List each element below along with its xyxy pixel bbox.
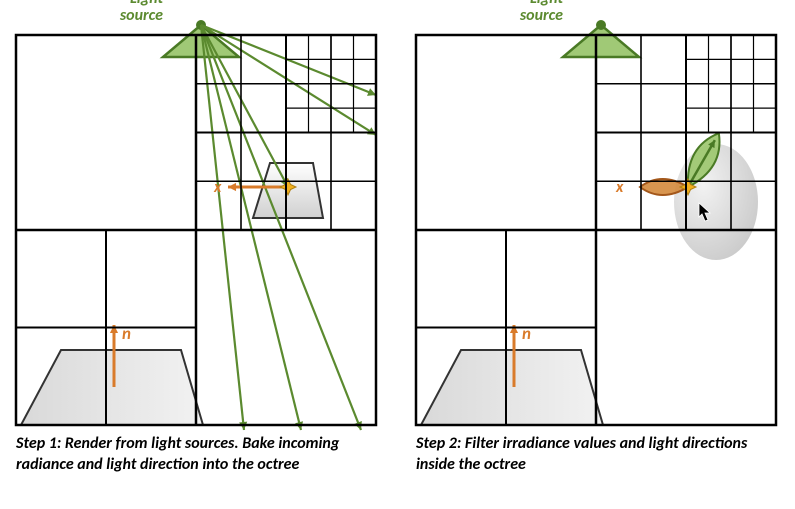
diagram-svg: LightsourcexnLightsourcexn [0,0,795,509]
svg-text:source: source [519,6,563,25]
caption-step2: Step 2: Filter irradiance values and lig… [416,434,778,476]
svg-text:n: n [122,323,131,344]
svg-text:source: source [119,6,163,25]
caption-step1: Step 1: Render from light sources. Bake … [16,434,386,476]
svg-text:n: n [522,323,531,344]
diagram-container: LightsourcexnLightsourcexn Step 1: Rende… [0,0,795,509]
